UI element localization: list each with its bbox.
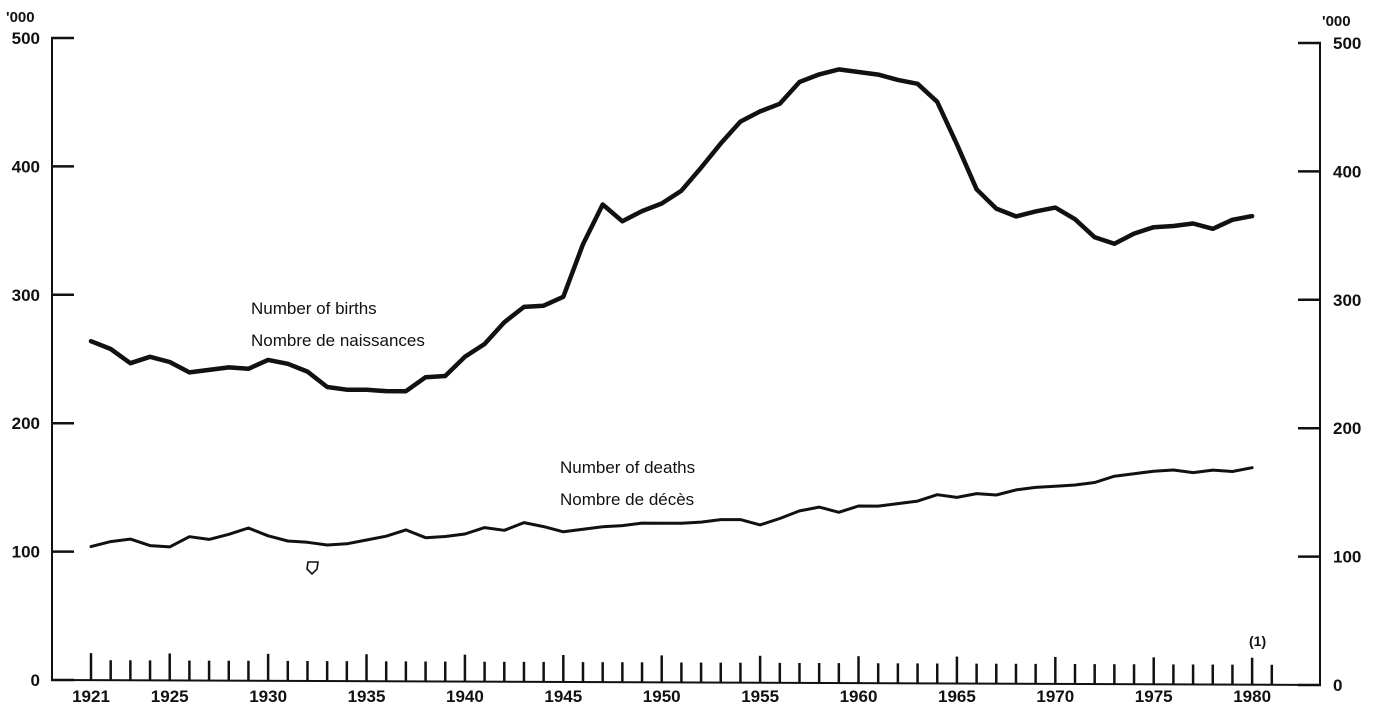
x-tick-label: 1960 bbox=[840, 687, 878, 706]
right-y-tick-label: 0 bbox=[1333, 676, 1342, 695]
right-axis-unit-label: '000 bbox=[1322, 13, 1351, 30]
left-y-tick-label: 300 bbox=[12, 286, 40, 305]
left-y-ticks: 0 100 200 300 400 500 bbox=[12, 29, 74, 690]
births-series-label: Number of births bbox=[251, 299, 377, 318]
right-y-ticks: 0 100 200 300 400 500 bbox=[1298, 34, 1361, 695]
footnote-marker: (1) bbox=[1249, 633, 1266, 649]
x-tick-label: 1975 bbox=[1135, 687, 1173, 706]
left-y-tick-label: 500 bbox=[12, 29, 40, 48]
right-y-tick-label: 400 bbox=[1333, 162, 1361, 181]
right-y-tick-label: 500 bbox=[1333, 34, 1361, 53]
x-tick-label: 1965 bbox=[938, 687, 976, 706]
births-series-label-fr: Nombre de naissances bbox=[251, 331, 425, 350]
x-tick-label: 1925 bbox=[151, 687, 189, 706]
x-tick-label: 1980 bbox=[1233, 687, 1271, 706]
births-series-line bbox=[88, 67, 1255, 394]
deaths-series-line bbox=[89, 466, 1254, 549]
left-y-tick-label: 200 bbox=[12, 414, 40, 433]
right-y-tick-label: 200 bbox=[1333, 419, 1361, 438]
x-tick-label: 1940 bbox=[446, 687, 484, 706]
x-ticks: 1921 1925 1930 1935 1940 1945 1950 1955 1960 1965… bbox=[72, 653, 1274, 706]
x-tick-label: 1970 bbox=[1036, 687, 1074, 706]
x-tick-label: 1935 bbox=[348, 687, 386, 706]
deaths-series-label: Number of deaths bbox=[560, 458, 695, 477]
deaths-series-label-fr: Nombre de décès bbox=[560, 490, 694, 509]
x-axis bbox=[51, 679, 1321, 686]
x-tick-label: 1950 bbox=[643, 687, 681, 706]
x-tick-label: 1955 bbox=[741, 687, 779, 706]
left-y-tick-label: 0 bbox=[31, 671, 40, 690]
right-y-tick-label: 100 bbox=[1333, 548, 1361, 567]
right-y-tick-label: 300 bbox=[1333, 291, 1361, 310]
stray-mark-icon bbox=[306, 561, 319, 576]
series-lines bbox=[88, 67, 1255, 549]
x-tick-label: 1945 bbox=[544, 687, 582, 706]
x-tick-label: 1921 bbox=[72, 687, 110, 706]
left-y-tick-label: 400 bbox=[12, 157, 40, 176]
x-tick-label: 1930 bbox=[249, 687, 287, 706]
left-y-tick-label: 100 bbox=[12, 543, 40, 562]
left-axis-unit-label: '000 bbox=[6, 9, 35, 26]
